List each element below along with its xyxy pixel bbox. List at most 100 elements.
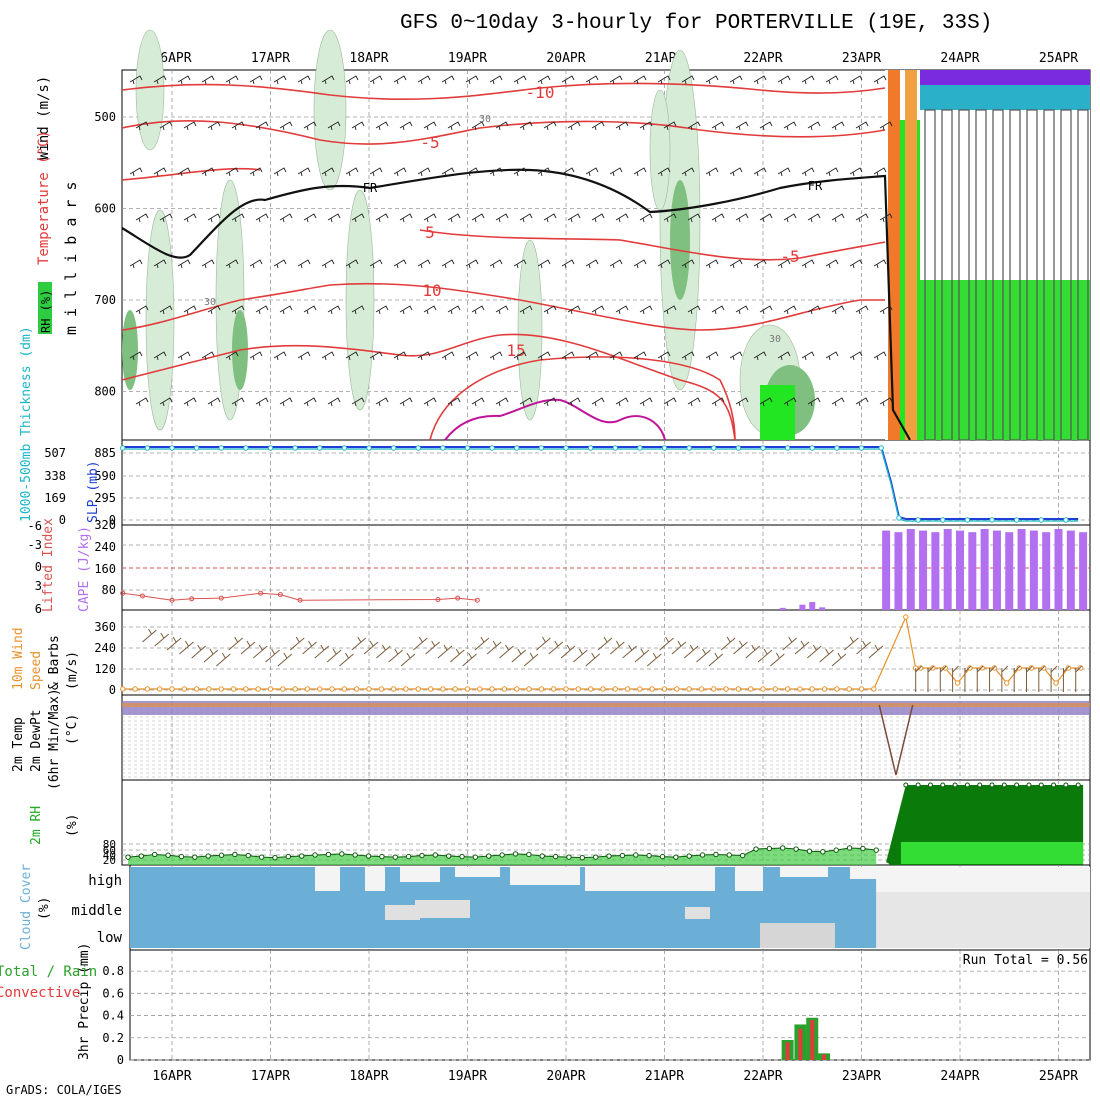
wind-barb — [177, 167, 191, 177]
isotherm — [121, 282, 885, 331]
wind-barb — [375, 121, 389, 131]
wind-speed-point — [563, 686, 569, 692]
temp-right-orange — [888, 70, 900, 440]
wind-barb — [327, 397, 341, 407]
wind-barb — [177, 259, 191, 269]
wind-barb — [783, 397, 797, 407]
dense-barb-column — [941, 109, 953, 441]
wind-barb — [537, 167, 551, 177]
wind-barb — [351, 305, 365, 315]
thickness-point — [878, 445, 884, 451]
rh-contour-label: 30 — [479, 114, 491, 125]
cape-bar — [779, 607, 786, 610]
wind-barb — [615, 121, 629, 131]
wind-barb — [327, 121, 341, 131]
wind-barb — [465, 351, 479, 361]
wind10m-barb — [1001, 665, 1009, 692]
precip-axis-label: 3hr Precip (mm) — [77, 943, 92, 1060]
wind-barb — [399, 305, 413, 315]
rh2m-point — [673, 854, 679, 860]
precip-conv-bar — [798, 1028, 803, 1060]
wind-barb — [471, 397, 485, 407]
wind10m-barb — [277, 652, 293, 667]
wind-barb — [465, 167, 479, 177]
wind-barb — [615, 305, 629, 315]
thickness-point — [317, 445, 323, 451]
isotherm — [121, 167, 261, 181]
date-label-bottom: 24APR — [940, 1069, 979, 1084]
wind-barb — [615, 397, 629, 407]
wind-barb — [225, 351, 239, 361]
wind-barb — [537, 351, 551, 361]
rh2m-point — [793, 846, 799, 852]
chart-title: GFS 0~10day 3-hourly for PORTERVILLE (19… — [400, 12, 993, 35]
thickness-point — [964, 517, 971, 523]
date-label-top: 18APR — [349, 51, 388, 66]
wind-barb — [855, 121, 869, 131]
date-label-bottom: 18APR — [349, 1069, 388, 1084]
wind-barb — [801, 351, 815, 361]
rh2m-point — [272, 854, 278, 861]
wind-speed-point — [600, 686, 606, 692]
thickness-point — [390, 445, 397, 451]
wind-barb — [255, 305, 269, 315]
wind-speed-point — [304, 686, 311, 692]
wind10m-barb — [868, 644, 884, 659]
wind-barb — [345, 75, 359, 85]
wind10m-barb — [462, 652, 477, 667]
wind10m-barb — [819, 648, 834, 663]
wind10m-axis-label3: & Barbs — [47, 635, 62, 690]
thickness-point — [538, 445, 545, 451]
wind-barb — [519, 305, 533, 315]
rh2m-point — [903, 782, 909, 788]
cape-axis-label: CAPE (J/kg) — [77, 526, 92, 612]
precip-conv-bar — [822, 1054, 827, 1060]
wind-barb — [423, 213, 437, 223]
wind-barb — [879, 305, 893, 315]
cape-tick-label: 160 — [94, 562, 116, 576]
date-label-bottom: 23APR — [842, 1069, 881, 1084]
wind-speed-point — [181, 686, 188, 692]
wind-barb — [321, 167, 335, 177]
wind10m-barb — [573, 648, 588, 663]
rh2m-point — [1063, 782, 1069, 788]
wind10m-barb — [486, 640, 502, 655]
cloud-layer-label: middle — [71, 903, 122, 919]
wind10m-barb — [499, 644, 514, 659]
wind-barb — [831, 213, 845, 223]
wind-barb — [321, 351, 335, 361]
dense-barb-column — [1026, 109, 1038, 441]
wind-speed-point — [538, 686, 545, 692]
wind-speed-point — [156, 686, 163, 692]
rh2m-point — [312, 852, 318, 858]
wind-barb — [207, 213, 221, 223]
wind10m-barb — [425, 640, 440, 655]
temperature-axis-label: Temperature (°C) — [36, 130, 52, 265]
wind10m-barb — [976, 665, 984, 692]
cape-bar — [919, 530, 928, 610]
thickness-point — [587, 445, 594, 451]
rh2m-point — [780, 845, 786, 851]
wind-barb — [753, 75, 767, 85]
wind-barb — [735, 397, 749, 407]
cape-bar — [943, 528, 952, 610]
wind10m-barb — [166, 636, 182, 651]
wind-barb — [831, 121, 845, 131]
wind-speed-point — [280, 686, 286, 692]
wind-speed-point — [797, 686, 803, 692]
wind-barb — [519, 213, 533, 223]
wind-speed-point — [723, 686, 729, 692]
thickness-tick-label: 338 — [44, 469, 66, 483]
isotherm-label: -10 — [526, 83, 555, 102]
wind-barb — [441, 351, 455, 361]
wind-barb — [801, 167, 815, 177]
rh2m-point — [178, 853, 185, 860]
wind-barb — [561, 259, 575, 269]
wind-barb — [519, 121, 533, 131]
rh2m-point — [512, 851, 519, 857]
wind-barb — [711, 213, 725, 223]
freezing-label: FR — [808, 179, 823, 193]
wind-barb — [663, 305, 677, 315]
wind-barb — [825, 167, 839, 177]
rh2m-point — [592, 854, 599, 860]
